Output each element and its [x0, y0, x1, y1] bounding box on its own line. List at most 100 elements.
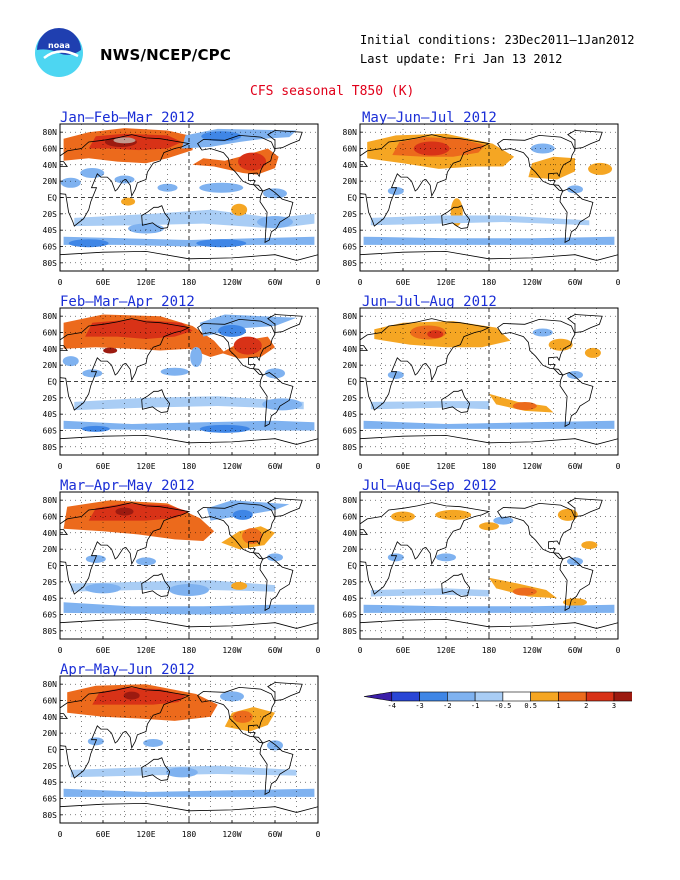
- latitude-tick-label: 40N: [43, 529, 58, 538]
- map-mam: 80N 60N 40N 20N EQ 20S 40S 60S 80S 0 60E 120E 180 120…: [43, 491, 321, 655]
- longitude-tick-label: 0: [616, 462, 621, 471]
- latitude-tick-label: 60N: [343, 513, 358, 522]
- latitude-tick-label: 80S: [43, 627, 58, 636]
- cool-band-south: [74, 396, 304, 411]
- latitude-tick-label: 20S: [43, 578, 58, 587]
- latitude-tick-label: 80S: [43, 443, 58, 452]
- latitude-tick-label: 60S: [43, 243, 58, 252]
- anomaly-shading: [199, 182, 244, 193]
- latitude-tick-label: 60N: [43, 513, 58, 522]
- anomaly-shading: [231, 203, 248, 216]
- anomaly-shading: [60, 177, 81, 188]
- cool-band-south: [370, 401, 489, 410]
- longitude-tick-label: 120W: [222, 278, 241, 287]
- anomaly-shading: [231, 581, 248, 590]
- figure-title: CFS seasonal T850 (K): [250, 84, 415, 99]
- anomaly-shading: [136, 557, 156, 566]
- longitude-tick-label: 0: [58, 830, 63, 839]
- latitude-tick-label: EQ: [47, 194, 57, 203]
- latitude-tick-label: 60N: [43, 697, 58, 706]
- map-jfm: 80N 60N 40N 20N EQ 20S 40S 60S 80S 0 60E 120E 180 120…: [43, 123, 321, 287]
- anomaly-shading: [479, 522, 499, 531]
- cool-band-south: [70, 580, 275, 592]
- latitude-tick-label: EQ: [347, 562, 357, 571]
- longitude-tick-label: 120E: [136, 278, 155, 287]
- anomaly-shading: [121, 197, 136, 206]
- panel-title-jja: Jun–Jul–Aug 2012: [362, 294, 497, 310]
- map-panel-fma: 80N 60N 40N 20N EQ 20S 40S 60S 80S 0 60E 120E 180 120…: [30, 307, 322, 480]
- anomaly-shading: [165, 767, 198, 778]
- latitude-tick-label: 80S: [343, 443, 358, 452]
- longitude-tick-label: 120W: [522, 462, 541, 471]
- longitude-tick-label: 120E: [136, 830, 155, 839]
- coastline: [441, 389, 471, 413]
- coastline: [567, 130, 603, 149]
- longitude-tick-label: 180: [482, 646, 497, 655]
- longitude-tick-label: 0: [316, 278, 321, 287]
- longitude-tick-label: 120E: [436, 646, 455, 655]
- longitude-tick-label: 0: [358, 278, 363, 287]
- initial-conditions: Initial conditions: 23Dec2011–1Jan2012: [360, 33, 635, 47]
- noaa-logo: noaa: [35, 28, 83, 77]
- longitude-tick-label: 120E: [436, 278, 455, 287]
- anomaly-shading: [85, 319, 193, 339]
- map-panel-mjj: 80N 60N 40N 20N EQ 20S 40S 60S 80S 0 60E 120E 180 120…: [330, 123, 622, 296]
- warm-anomaly-north-america: [548, 338, 573, 351]
- latitude-tick-label: EQ: [47, 562, 57, 571]
- anomaly-shading: [588, 162, 613, 175]
- anomaly-shading: [80, 168, 105, 178]
- coastline: [197, 318, 276, 376]
- coastline: [497, 502, 576, 560]
- anomaly-shading: [68, 239, 109, 248]
- latitude-tick-label: 40N: [43, 713, 58, 722]
- anomaly-shading: [62, 356, 79, 367]
- map-panel-jas: 80N 60N 40N 20N EQ 20S 40S 60S 80S 0 60E 120E 180 120…: [330, 491, 622, 664]
- longitude-tick-label: 0: [616, 646, 621, 655]
- colorbar-label: 3: [612, 702, 616, 710]
- longitude-tick-label: 180: [182, 646, 197, 655]
- warm-anomaly-north-america: [557, 508, 578, 521]
- longitude-tick-label: 180: [182, 462, 197, 471]
- panel-title-jfm: Jan–Feb–Mar 2012: [60, 110, 195, 126]
- cold-anomaly-arctic: [493, 516, 514, 525]
- colorbar-label: 0.5: [524, 702, 537, 710]
- cold-anomaly-southern-ocean: [363, 236, 615, 245]
- coastline: [559, 372, 594, 428]
- anomaly-shading: [85, 583, 121, 594]
- colorbar-label: 2: [584, 702, 588, 710]
- colorbar-swatch: [530, 691, 559, 702]
- latitude-tick-label: 40N: [343, 345, 358, 354]
- anomaly-shading: [581, 541, 598, 550]
- coastline: [141, 573, 171, 597]
- latitude-tick-label: 40N: [43, 345, 58, 354]
- coastline: [60, 250, 318, 261]
- longitude-tick-label: 60E: [96, 462, 111, 471]
- longitude-tick-label: 0: [358, 646, 363, 655]
- latitude-tick-label: 20N: [43, 545, 58, 554]
- cold-anomaly-southern-ocean: [63, 602, 315, 615]
- longitude-tick-label: 60E: [396, 462, 411, 471]
- anomaly-shading: [387, 370, 404, 379]
- latitude-tick-label: 60N: [43, 145, 58, 154]
- coastline: [60, 502, 191, 595]
- latitude-tick-label: 80N: [343, 312, 358, 321]
- longitude-tick-label: 60W: [568, 462, 583, 471]
- coastline: [267, 130, 303, 149]
- longitude-tick-label: 120E: [436, 462, 455, 471]
- latitude-tick-label: 60S: [343, 427, 358, 436]
- colorbar-legend: -4-3-2-1-0.50.51234: [363, 691, 632, 710]
- anomaly-shading: [263, 188, 287, 199]
- latitude-tick-label: 20S: [43, 394, 58, 403]
- coastline: [441, 205, 471, 229]
- anomaly-shading: [242, 528, 263, 545]
- longitude-tick-label: 60E: [96, 830, 111, 839]
- coastline: [141, 757, 171, 781]
- anomaly-shading: [196, 239, 247, 248]
- anomaly-shading: [157, 183, 178, 192]
- anomaly-shading: [103, 347, 118, 354]
- latitude-tick-label: 20S: [343, 210, 358, 219]
- longitude-tick-label: 180: [182, 830, 197, 839]
- coastline: [567, 498, 603, 517]
- longitude-tick-label: 60W: [268, 830, 283, 839]
- map-panel-jfm: 80N 60N 40N 20N EQ 20S 40S 60S 80S 0 60E 120E 180 120…: [30, 123, 322, 296]
